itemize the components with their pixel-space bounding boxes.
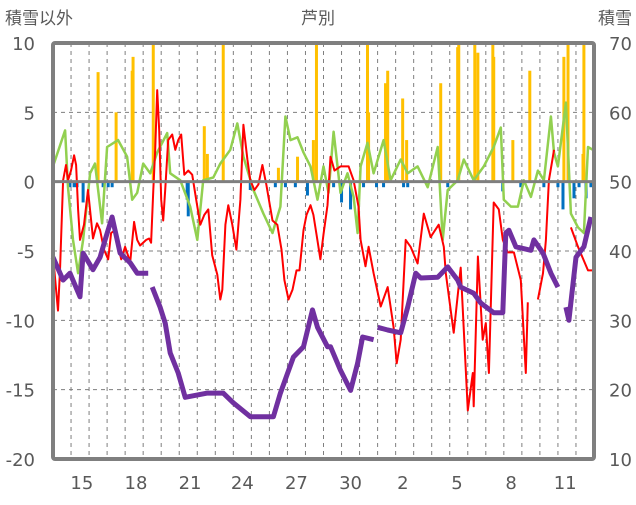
right-y-tick-label: 40 [609, 242, 632, 263]
blue-bar [589, 181, 593, 188]
blue-bar [519, 181, 523, 188]
left-y-tick-label: -20 [6, 450, 35, 471]
yellow-bar [405, 140, 409, 182]
x-tick-label: 15 [70, 473, 93, 494]
yellow-bar [296, 156, 300, 182]
blue-bar [283, 181, 287, 188]
blue-bar [273, 181, 277, 188]
yellow-bar [566, 43, 570, 182]
chart-title: 芦別 [301, 9, 335, 29]
x-tick-label: 8 [505, 473, 516, 494]
x-tick-label: 11 [554, 473, 577, 494]
yellow-bar [205, 153, 209, 182]
blue-bar [81, 181, 85, 203]
purple-series-line [50, 214, 594, 420]
right-y-tick-label: 60 [609, 103, 632, 124]
x-tick-label: 30 [339, 473, 362, 494]
blue-bar [68, 181, 72, 188]
yellow-bar [476, 52, 480, 182]
blue-bar [101, 181, 105, 188]
x-tick-label: 21 [179, 473, 202, 494]
yellow-bar [528, 70, 532, 182]
yellow-bar [384, 83, 388, 182]
yellow-bar [221, 43, 225, 182]
yellow-bar [96, 72, 100, 182]
yellow-bar [114, 112, 118, 182]
x-tick-label: 24 [231, 473, 254, 494]
blue-bar [362, 181, 366, 188]
plot-frame [51, 41, 596, 461]
blue-bar [72, 181, 76, 188]
blue-bar [406, 181, 410, 188]
yellow-bar [314, 43, 318, 182]
left-y-tick-label: -5 [17, 242, 35, 263]
right-y-tick-label: 20 [609, 381, 632, 402]
yellow-bar [131, 56, 135, 182]
blue-bar [332, 181, 336, 188]
line-series [50, 89, 594, 420]
blue-bar [561, 181, 565, 210]
axes [51, 41, 596, 461]
yellow-bar [492, 56, 496, 182]
yellow-bar [473, 43, 477, 182]
blue-bar [577, 181, 581, 188]
blue-bar [375, 181, 379, 188]
left-y-tick-label: -10 [6, 311, 35, 332]
blue-bar [382, 181, 386, 188]
yellow-bar [439, 83, 443, 182]
yellow-bar [311, 140, 315, 182]
left-axis-title: 積雪以外 [5, 9, 73, 29]
yellow-bar [401, 98, 405, 182]
yellow-bar [386, 70, 390, 182]
right-y-tick-label: 10 [609, 450, 632, 471]
x-tick-label: 5 [451, 473, 462, 494]
blue-bar [402, 181, 406, 188]
bar-series [68, 43, 593, 217]
right-axis-title: 積雪 [598, 9, 632, 29]
right-y-tick-label: 70 [609, 34, 632, 55]
left-y-tick-label: 10 [12, 34, 35, 55]
blue-bar [248, 181, 252, 190]
blue-bar [110, 181, 114, 188]
right-y-tick-label: 30 [609, 311, 632, 332]
blue-bar [106, 181, 110, 188]
left-y-tick-label: 0 [24, 173, 35, 194]
yellow-bar [202, 126, 206, 182]
yellow-bar [457, 43, 461, 182]
left-y-tick-label: 5 [24, 103, 35, 124]
blue-bar [293, 181, 297, 188]
yellow-bar [582, 43, 586, 182]
blue-bar [556, 181, 560, 188]
blue-bar [349, 181, 353, 210]
left-y-tick-label: -15 [6, 381, 35, 402]
blue-bar [446, 181, 450, 188]
x-tick-label: 2 [397, 473, 408, 494]
blue-bar [572, 181, 576, 199]
x-tick-label: 18 [125, 473, 148, 494]
yellow-bar [151, 43, 155, 182]
yellow-bar [511, 140, 515, 182]
blue-bar [305, 181, 309, 196]
yellow-bar [276, 167, 280, 182]
blue-bar [542, 181, 546, 188]
x-tick-label: 27 [285, 473, 308, 494]
right-y-tick-label: 50 [609, 173, 632, 194]
